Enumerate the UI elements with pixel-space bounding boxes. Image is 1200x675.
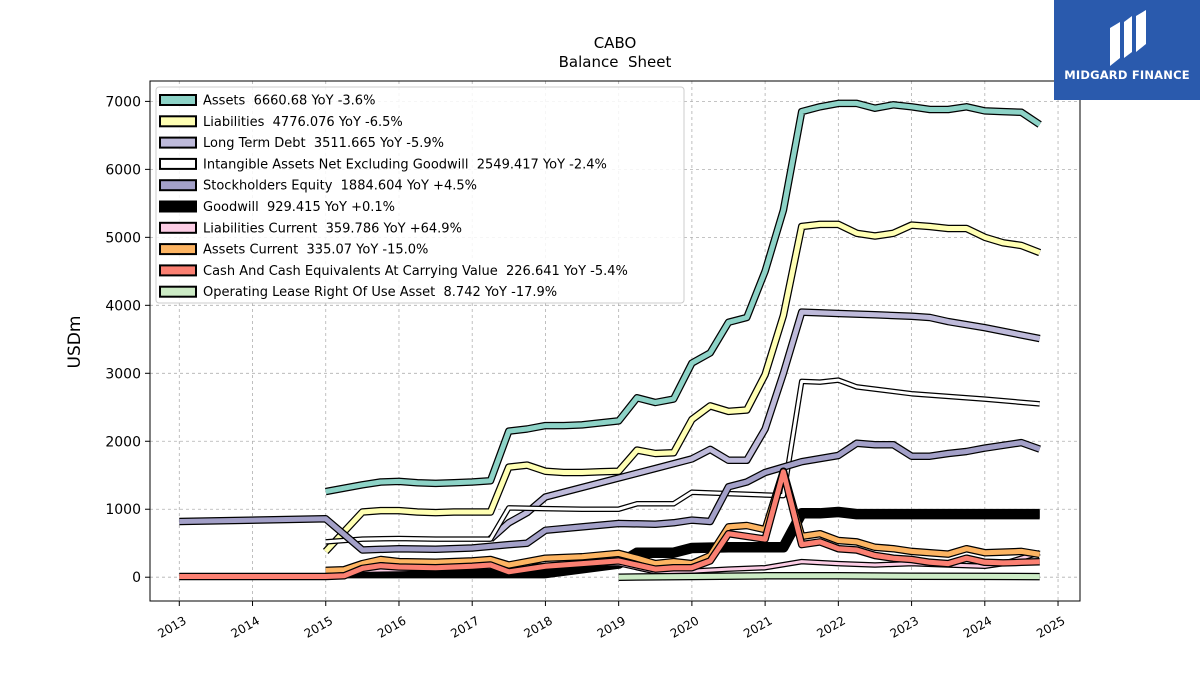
midgard-finance-logo: MIDGARD FINANCE [1054,0,1200,100]
chart-subtitle: Balance Sheet [559,53,672,71]
legend-box [155,86,685,304]
legend-swatch-2 [159,136,197,149]
plot-frame [149,80,1081,602]
legend-swatch-7 [159,243,197,256]
legend-swatch-5 [159,200,197,213]
series-line-1 [323,221,1041,554]
legend-swatch-1 [159,115,197,128]
legend-swatch-9 [159,285,197,298]
x-tick-label: 2018 [521,613,554,640]
legend-label-7: Assets Current 335.07 YoY -15.0% [203,243,428,258]
y-tick-label: 5000 [105,230,141,246]
x-tick-label: 2022 [814,613,847,640]
y-axis-label: USDm [65,316,85,369]
legend-label-3: Intangible Assets Net Excluding Goodwill… [203,157,607,172]
series-line-4 [179,440,1041,553]
series-lines [179,99,1042,581]
y-tick-label: 1000 [105,502,141,518]
series-line-8 [179,469,1040,579]
y-tick-label: 0 [132,570,141,586]
legend-label-9: Operating Lease Right Of Use Asset 8.742… [203,285,557,300]
x-tick-label: 2019 [595,613,628,640]
series-line-7 [325,468,1041,573]
legend: Assets 6660.68 YoY -3.6% Liabilities 4776… [155,86,685,304]
y-tick-label: 7000 [105,94,141,110]
legend-label-8: Cash And Cash Equivalents At Carrying Va… [203,264,628,279]
legend-swatch-6 [159,221,197,234]
x-tick-label: 2015 [302,613,335,640]
legend-swatch-4 [159,179,197,192]
chart-title: CABO [594,34,637,52]
legend-swatch-0 [159,94,197,106]
series-line-9 [618,573,1040,580]
y-tick-label: 4000 [105,298,141,314]
legend-label-0: Assets 6660.68 YoY -3.6% [203,94,375,109]
series-line-0 [325,100,1042,495]
y-tick-label: 2000 [105,434,141,450]
series-line-3 [325,378,1040,544]
x-tick-label: 2013 [155,613,188,640]
legend-label-6: Liabilities Current 359.786 YoY +64.9% [203,221,462,236]
legend-label-2: Long Term Debt 3511.665 YoY -5.9% [203,136,444,151]
legend-label-1: Liabilities 4776.076 YoY -6.5% [203,115,403,130]
x-tick-label: 2023 [888,613,921,640]
series-line-outline-4 [179,438,1041,554]
legend-label-5: Goodwill 929.415 YoY +0.1% [203,200,395,215]
x-tick-label: 2016 [375,613,408,640]
y-tick-label: 6000 [105,162,141,178]
y-tick-label: 3000 [105,366,141,382]
x-tick-label: 2014 [229,613,262,640]
legend-swatch-3 [159,157,197,170]
x-tick-label: 2025 [1034,613,1067,640]
x-tick-label: 2017 [448,613,481,640]
legend-swatch-8 [159,264,197,277]
legend-label-4: Stockholders Equity 1884.604 YoY +4.5% [203,179,477,194]
x-tick-label: 2024 [961,613,994,640]
logo-text: MIDGARD FINANCE [1064,68,1190,82]
x-tick-label: 2020 [668,613,701,640]
series-line-5 [325,508,1040,578]
x-tick-label: 2021 [741,613,774,640]
series-line-2 [488,309,1041,541]
logo-mark-icon [1110,10,1146,66]
